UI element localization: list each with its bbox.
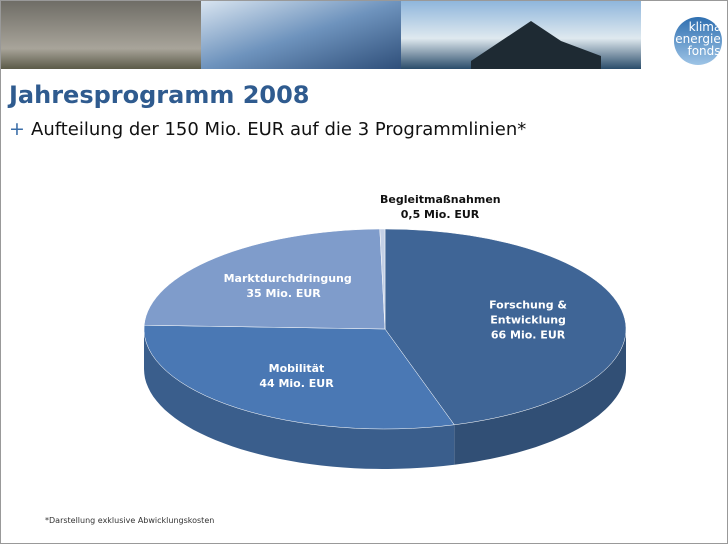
logo-text: energie	[675, 32, 720, 46]
value-label: 0,5 Mio. EUR	[400, 208, 480, 221]
bullet: +	[9, 118, 25, 140]
category-label: Forschung & Entwicklung	[489, 298, 568, 327]
pie-slice	[379, 228, 386, 330]
slice-side	[454, 329, 626, 465]
header-photo	[201, 1, 401, 69]
slice-label: Begleitmaßnahmen 0,5 Mio. EUR	[380, 192, 501, 222]
title: Jahresprogramm 2008	[7, 81, 310, 109]
slice-label: Forschung & Entwicklung 66 Mio. EUR	[468, 298, 588, 343]
subtitle: Aufteilung der 150 Mio. EUR auf die 3 Pr…	[31, 119, 526, 140]
slice-label: Marktdurchdringung 35 Mio. EUR	[223, 271, 352, 301]
value-label: 35 Mio. EUR	[246, 287, 321, 301]
value-label: 44 Mio. EUR	[259, 377, 334, 391]
header-photo	[1, 1, 201, 69]
logo-text: fonds	[687, 44, 720, 58]
category-label: Marktdurchdringung	[223, 272, 352, 286]
footnote: *Darstellung exklusive Abwicklungskosten	[45, 516, 214, 525]
category-label: Mobilität	[268, 362, 325, 376]
iceberg	[471, 21, 601, 69]
slice-side	[144, 329, 455, 469]
value-label: 66 Mio. EUR	[490, 328, 566, 342]
pie-slice	[384, 228, 627, 426]
slice-label: Mobilität 44 Mio. EUR	[237, 361, 357, 391]
pie-slice	[143, 324, 455, 430]
logo-plus: +	[718, 20, 727, 36]
logo-text: klima	[689, 20, 722, 34]
category-label: Begleitmaßnahmen	[380, 193, 501, 206]
pie-slice	[143, 228, 386, 330]
logo	[674, 17, 722, 65]
